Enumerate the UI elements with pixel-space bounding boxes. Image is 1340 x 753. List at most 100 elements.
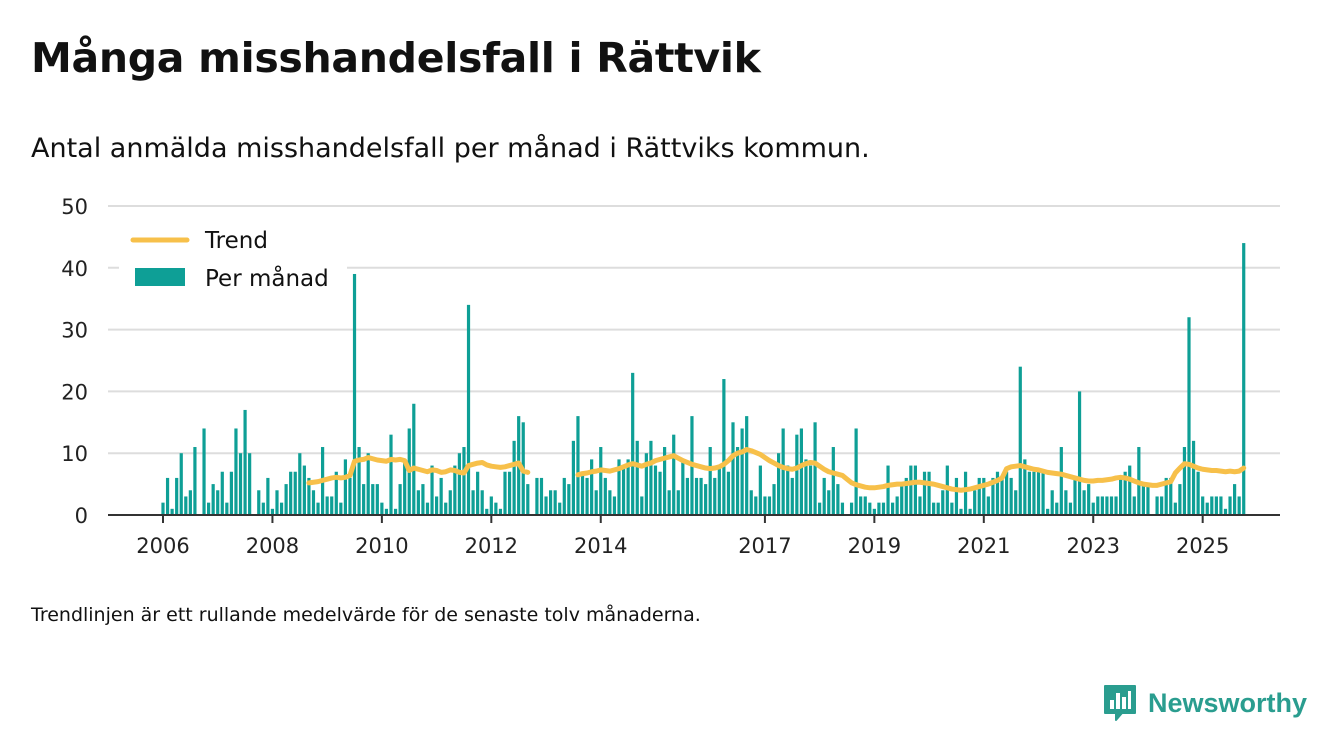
bar-2024-08 (1178, 484, 1182, 515)
y-tick-label: 10 (61, 442, 88, 466)
bar-2020-01 (927, 471, 931, 515)
bar-2025-01 (1201, 496, 1205, 515)
y-tick-label: 30 (61, 319, 88, 343)
bar-2006-04 (175, 477, 179, 515)
bar-2022-05 (1055, 502, 1059, 515)
bar-2006-08 (193, 447, 197, 515)
bar-2014-07 (626, 459, 630, 515)
bar-2012-04 (503, 471, 507, 515)
bar-2009-05 (343, 459, 347, 515)
bar-2024-05 (1164, 477, 1168, 515)
bar-2019-04 (886, 465, 890, 515)
bar-2017-05 (781, 428, 785, 515)
bar-2020-09 (963, 471, 968, 515)
bar-2007-04 (229, 471, 233, 515)
bar-2010-09 (416, 490, 420, 515)
bar-2007-11 (261, 502, 265, 515)
bar-2012-05 (507, 471, 512, 515)
x-tick-label: 2010 (355, 534, 408, 558)
trend-line-segment-0 (306, 455, 531, 486)
bar-2018-01 (818, 502, 822, 515)
bar-2016-09 (745, 416, 749, 515)
x-tick-label: 2023 (1067, 534, 1120, 558)
bar-2012-12 (539, 477, 544, 515)
bar-2020-10 (968, 508, 972, 515)
y-tick-label: 40 (61, 257, 88, 281)
bar-2011-01 (435, 496, 439, 515)
bar-2016-06 (731, 422, 735, 515)
bar-2016-10 (749, 490, 753, 515)
bar-2021-12 (1032, 471, 1036, 515)
x-tick-label: 2012 (465, 534, 518, 558)
bar-2012-11 (535, 477, 539, 515)
bar-2008-06 (293, 471, 297, 515)
bar-2020-08 (959, 508, 963, 515)
x-tick-label: 2021 (957, 534, 1010, 558)
bar-2009-03 (334, 471, 338, 515)
bar-2021-03 (991, 477, 995, 515)
bar-2014-11 (644, 453, 648, 515)
bar-2024-07 (1173, 502, 1177, 515)
bar-2008-08 (302, 465, 306, 515)
bar-2006-03 (170, 508, 174, 515)
bar-2024-06 (1169, 477, 1173, 515)
brand-name: Newsworthy (1148, 687, 1308, 718)
bar-2008-04 (284, 484, 288, 515)
bar-2008-11 (316, 502, 320, 515)
bar-2018-04 (831, 447, 835, 515)
bar-2013-11 (590, 459, 594, 515)
bar-2009-09 (362, 484, 366, 515)
bar-2021-11 (1027, 471, 1031, 515)
legend-label-per-manad: Per månad (205, 264, 329, 292)
bar-2015-03 (663, 447, 667, 515)
bar-2011-08 (466, 304, 471, 515)
bar-2019-09 (909, 465, 913, 515)
bar-2023-04 (1105, 496, 1109, 515)
bar-2011-11 (480, 490, 484, 515)
bar-2018-09 (854, 428, 858, 515)
bar-2020-07 (954, 477, 959, 515)
bar-2006-10 (202, 428, 206, 515)
chart-title: Många misshandelsfall i Rättvik (31, 34, 761, 82)
bar-2019-08 (904, 477, 908, 515)
y-tick-label: 0 (75, 504, 88, 528)
bar-2017-03 (772, 484, 776, 515)
brand-logo[interactable]: Newsworthy (1102, 683, 1307, 723)
bar-2008-01 (270, 508, 275, 515)
bar-2007-06 (238, 453, 243, 515)
x-tick-label: 2025 (1176, 534, 1229, 558)
bar-2024-10 (1187, 317, 1191, 515)
footnote: Trendlinjen är ett rullande medelvärde f… (31, 604, 701, 626)
bars-per-manad (161, 243, 1246, 515)
bar-2025-07 (1228, 496, 1232, 515)
bar-2025-05 (1219, 496, 1223, 515)
bar-2016-08 (740, 428, 744, 515)
bar-2016-07 (735, 447, 740, 515)
bar-2009-06 (348, 477, 352, 515)
bar-2017-10 (804, 459, 808, 515)
bar-2008-02 (275, 490, 279, 515)
bar-2024-11 (1191, 440, 1196, 515)
bar-2014-02 (603, 477, 607, 515)
bar-2016-11 (754, 496, 758, 515)
bar-2020-11 (973, 490, 977, 515)
bar-2019-03 (881, 502, 886, 515)
bar-2012-02 (494, 502, 498, 515)
bar-2011-03 (444, 502, 448, 515)
bar-2016-05 (726, 471, 731, 515)
bar-2021-01 (982, 477, 986, 515)
bar-2015-10 (694, 477, 699, 515)
bar-2022-12 (1087, 484, 1091, 515)
bar-2016-12 (758, 465, 762, 515)
bar-2024-04 (1160, 496, 1164, 515)
bar-2022-07 (1064, 490, 1068, 515)
bar-2015-04 (667, 490, 671, 515)
bar-2014-12 (649, 440, 653, 515)
bar-2022-10 (1077, 391, 1082, 515)
bar-2018-05 (836, 484, 840, 515)
bar-2024-03 (1155, 496, 1159, 515)
bar-2020-03 (936, 502, 940, 515)
bar-2006-01 (161, 502, 165, 515)
bar-2009-07 (352, 273, 357, 515)
bar-2009-01 (325, 496, 329, 515)
